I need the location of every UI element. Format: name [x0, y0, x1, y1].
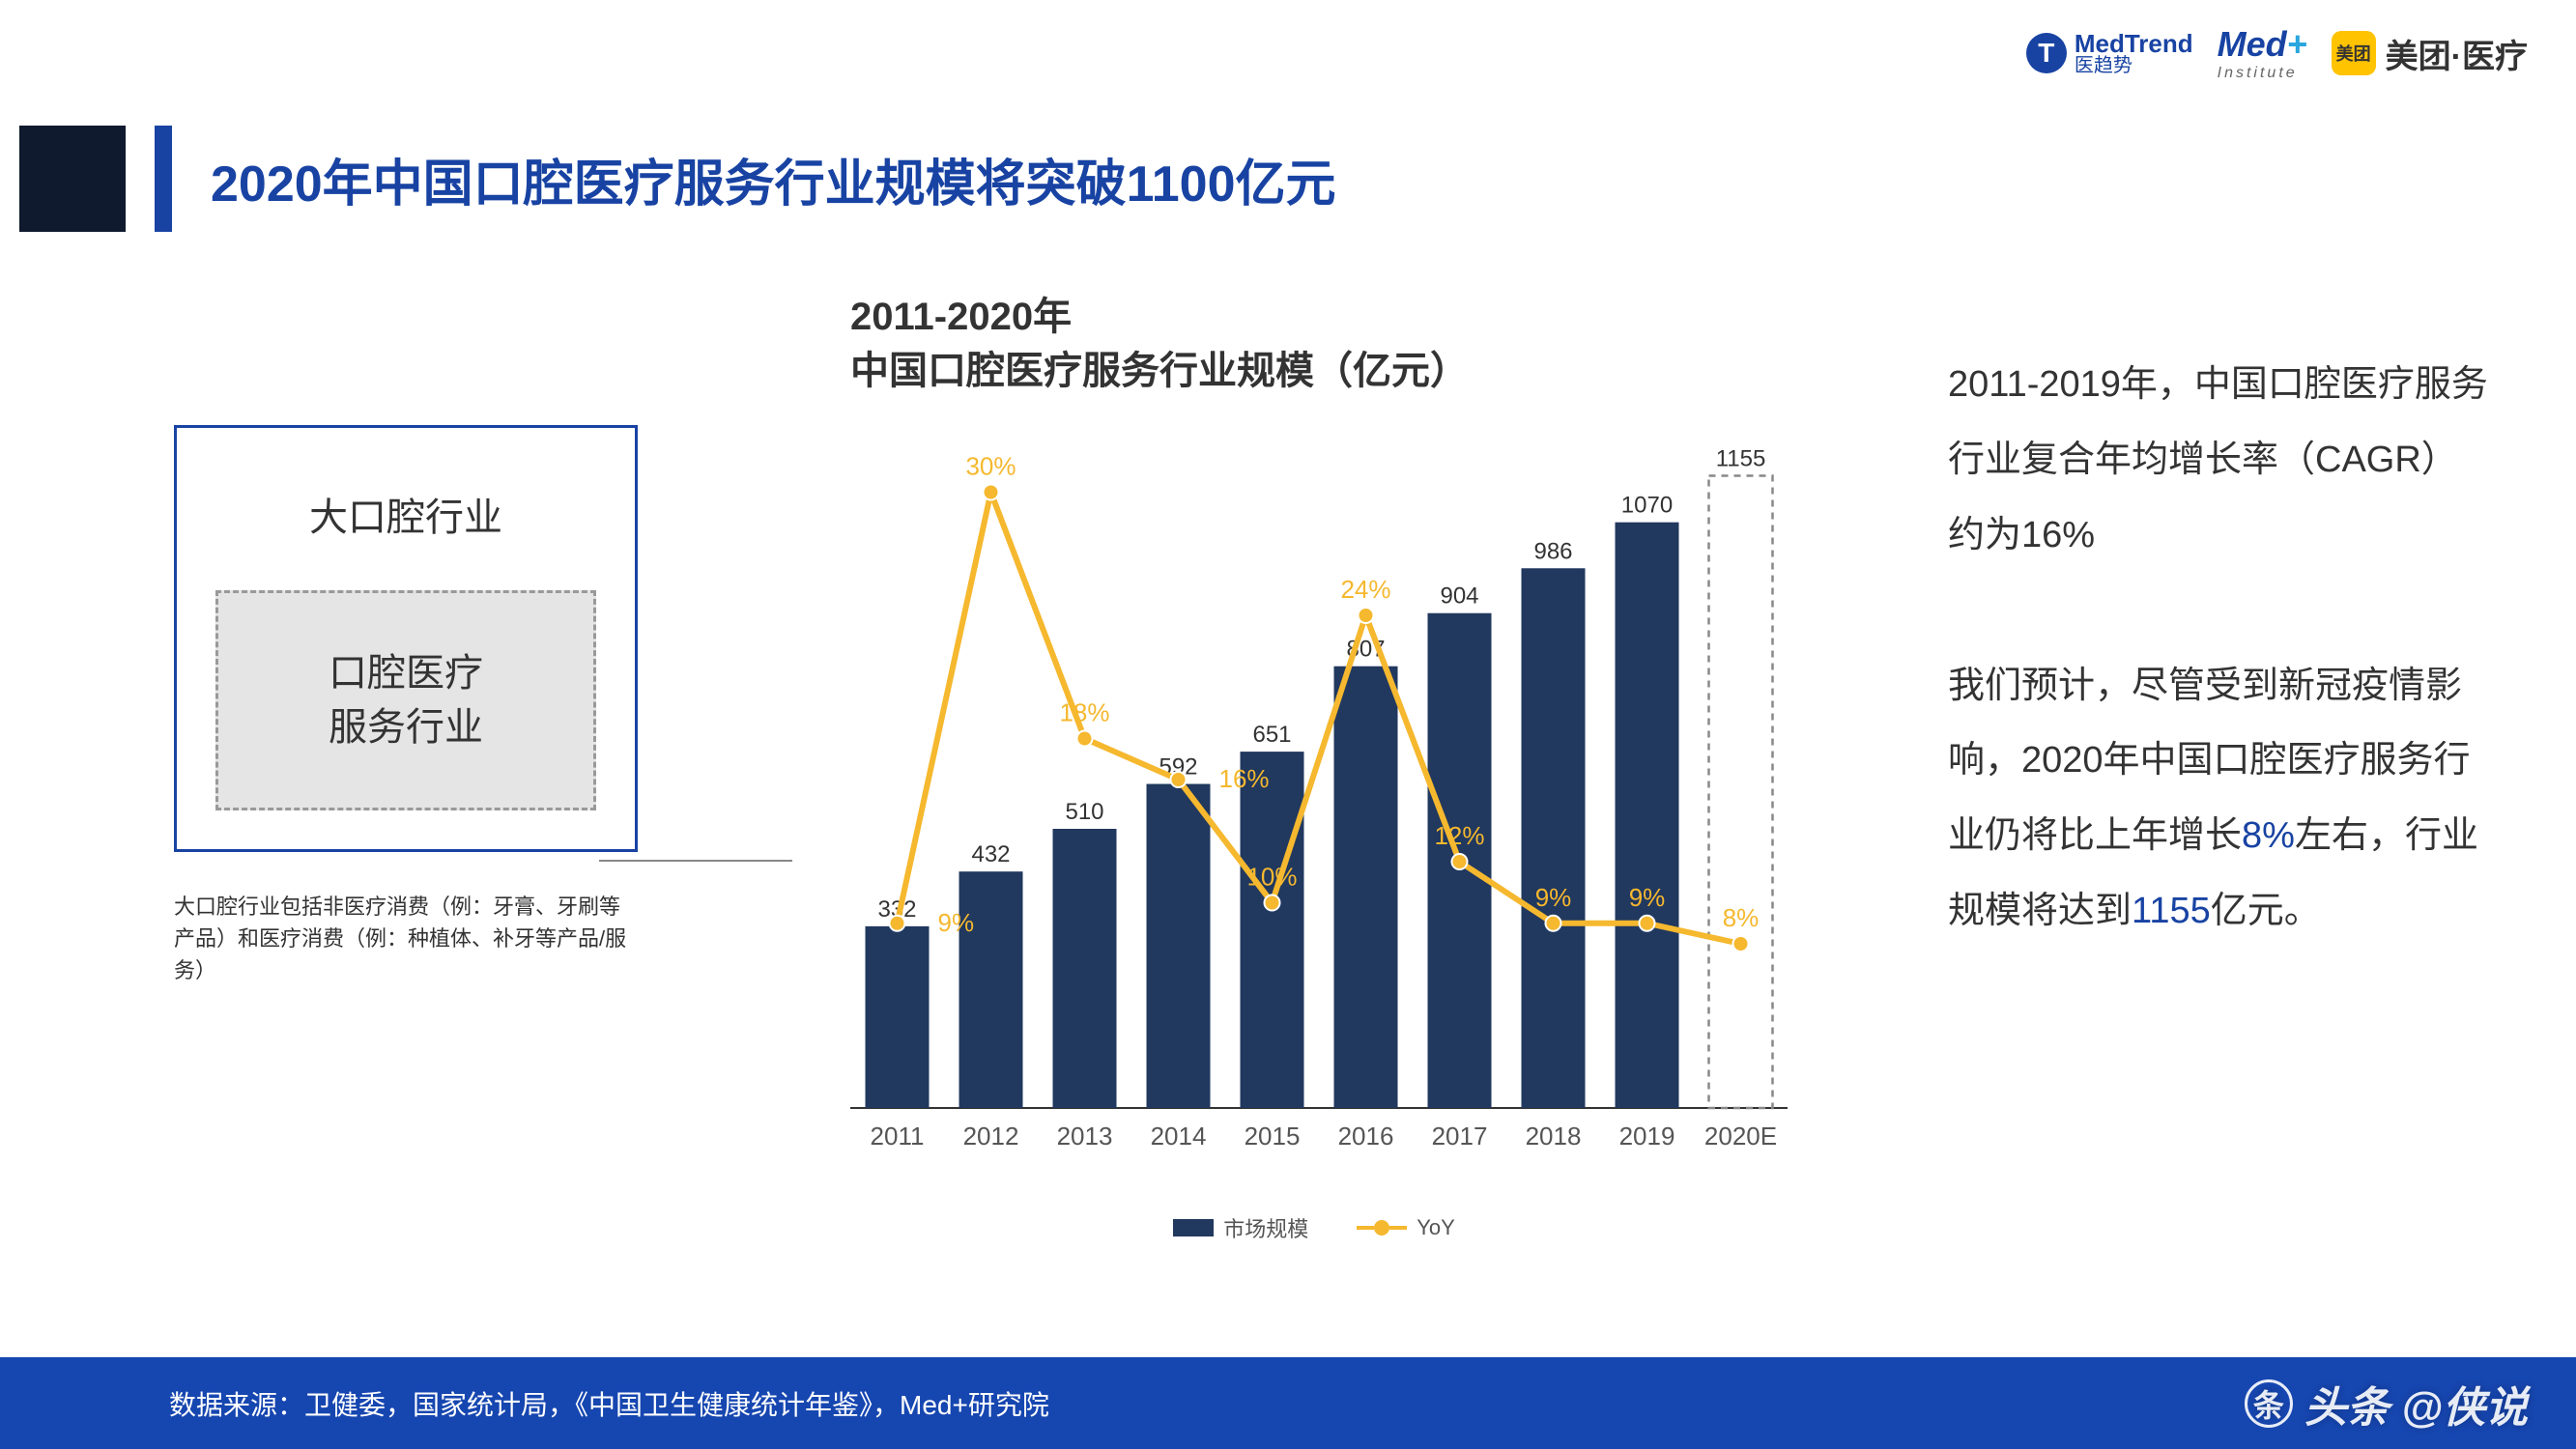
medtrend-cn: 医趋势: [2075, 56, 2193, 75]
meituan-text: 美团·医疗: [2386, 30, 2528, 77]
svg-text:2014: 2014: [1151, 1122, 1207, 1151]
watermark: 条 头条 @侠说: [2245, 1373, 2528, 1435]
svg-text:904: 904: [1440, 583, 1478, 610]
medplus-sub: Institute: [2218, 65, 2307, 82]
svg-text:12%: 12%: [1434, 821, 1484, 850]
medplus-plus: +: [2287, 24, 2307, 64]
legend-line-label: YoY: [1417, 1215, 1455, 1240]
chart-title-l2: 中国口腔医疗服务行业规模（亿元）: [850, 344, 1826, 398]
svg-text:9%: 9%: [1535, 883, 1572, 912]
industry-diagram: 大口腔行业 口腔医疗 服务行业 大口腔行业包括非医疗消费（例：牙膏、牙刷等产品）…: [174, 425, 638, 986]
outer-industry-box: 大口腔行业 口腔医疗 服务行业: [174, 425, 638, 852]
chart-title-l1: 2011-2020年: [850, 290, 1826, 344]
svg-text:2012: 2012: [963, 1122, 1019, 1151]
diagram-note: 大口腔行业包括非医疗消费（例：牙膏、牙刷等产品）和医疗消费（例：种植体、补牙等产…: [174, 891, 638, 986]
page-title: 2020年中国口腔医疗服务行业规模将突破1100亿元: [211, 143, 1336, 215]
svg-text:2018: 2018: [1526, 1122, 1582, 1151]
inner-label-l2: 服务行业: [247, 700, 564, 754]
legend-line: YoY: [1357, 1212, 1455, 1243]
meituan-badge: 美团: [2332, 31, 2376, 75]
legend-bar: 市场规模: [1173, 1212, 1308, 1243]
analysis-text: 2011-2019年，中国口腔医疗服务行业复合年均增长率（CAGR）约为16% …: [1948, 348, 2489, 950]
svg-text:2013: 2013: [1057, 1122, 1113, 1151]
svg-text:432: 432: [971, 841, 1010, 867]
svg-text:2019: 2019: [1619, 1122, 1675, 1151]
inner-industry-box: 口腔医疗 服务行业: [215, 590, 596, 810]
highlight-size: 1155: [2132, 891, 2211, 931]
svg-text:651: 651: [1252, 722, 1291, 748]
title-square-icon: [19, 126, 126, 232]
main-chart: 2011-2020年 中国口腔医疗服务行业规模（亿元） 332201143220…: [802, 290, 1826, 1243]
svg-text:1070: 1070: [1621, 493, 1673, 519]
footer-source: 数据来源：卫健委，国家统计局，《中国卫生健康统计年鉴》，Med+研究院: [0, 1357, 2576, 1449]
footer-text: 数据来源：卫健委，国家统计局，《中国卫生健康统计年鉴》，Med+研究院: [169, 1384, 1049, 1423]
logo-meituan: 美团 美团·医疗: [2332, 30, 2528, 77]
svg-text:510: 510: [1065, 799, 1103, 825]
outer-industry-label: 大口腔行业: [215, 486, 596, 542]
logo-medtrend: T MedTrend 医趋势: [2026, 31, 2193, 75]
title-block: 2020年中国口腔医疗服务行业规模将突破1100亿元: [19, 126, 1336, 232]
svg-text:2020E: 2020E: [1704, 1122, 1777, 1151]
medtrend-icon: T: [2026, 33, 2067, 73]
svg-text:2015: 2015: [1245, 1122, 1301, 1151]
svg-text:18%: 18%: [1059, 698, 1109, 727]
highlight-growth: 8%: [2242, 815, 2295, 856]
svg-text:2017: 2017: [1432, 1122, 1488, 1151]
svg-text:8%: 8%: [1723, 903, 1760, 932]
title-bar-icon: [155, 126, 172, 232]
svg-text:2011: 2011: [871, 1122, 925, 1151]
logo-medplus: Med+ Institute: [2218, 24, 2307, 82]
svg-text:16%: 16%: [1219, 764, 1270, 793]
legend-bar-label: 市场规模: [1223, 1212, 1308, 1243]
svg-text:9%: 9%: [938, 908, 975, 937]
svg-text:2016: 2016: [1338, 1122, 1394, 1151]
svg-text:24%: 24%: [1340, 575, 1390, 604]
svg-text:986: 986: [1533, 538, 1572, 564]
analysis-p1: 2011-2019年，中国口腔医疗服务行业复合年均增长率（CAGR）约为16%: [1948, 348, 2489, 574]
medplus-main: Med: [2218, 24, 2287, 64]
connector-line: [599, 860, 792, 862]
chart-canvas: 3322011432201251020135922014651201580720…: [802, 422, 1826, 1205]
svg-text:10%: 10%: [1246, 863, 1297, 892]
logo-bar: T MedTrend 医趋势 Med+ Institute 美团 美团·医疗: [2026, 24, 2528, 82]
svg-text:1155: 1155: [1716, 446, 1766, 472]
watermark-icon: 条: [2245, 1379, 2293, 1428]
medtrend-name: MedTrend: [2075, 31, 2193, 56]
svg-text:30%: 30%: [965, 452, 1016, 481]
chart-legend: 市场规模 YoY: [802, 1212, 1826, 1243]
analysis-p2: 我们预计，尽管受到新冠疫情影响，2020年中国口腔医疗服务行业仍将比上年增长8%…: [1948, 649, 2489, 951]
inner-label-l1: 口腔医疗: [247, 646, 564, 700]
svg-text:9%: 9%: [1629, 883, 1666, 912]
